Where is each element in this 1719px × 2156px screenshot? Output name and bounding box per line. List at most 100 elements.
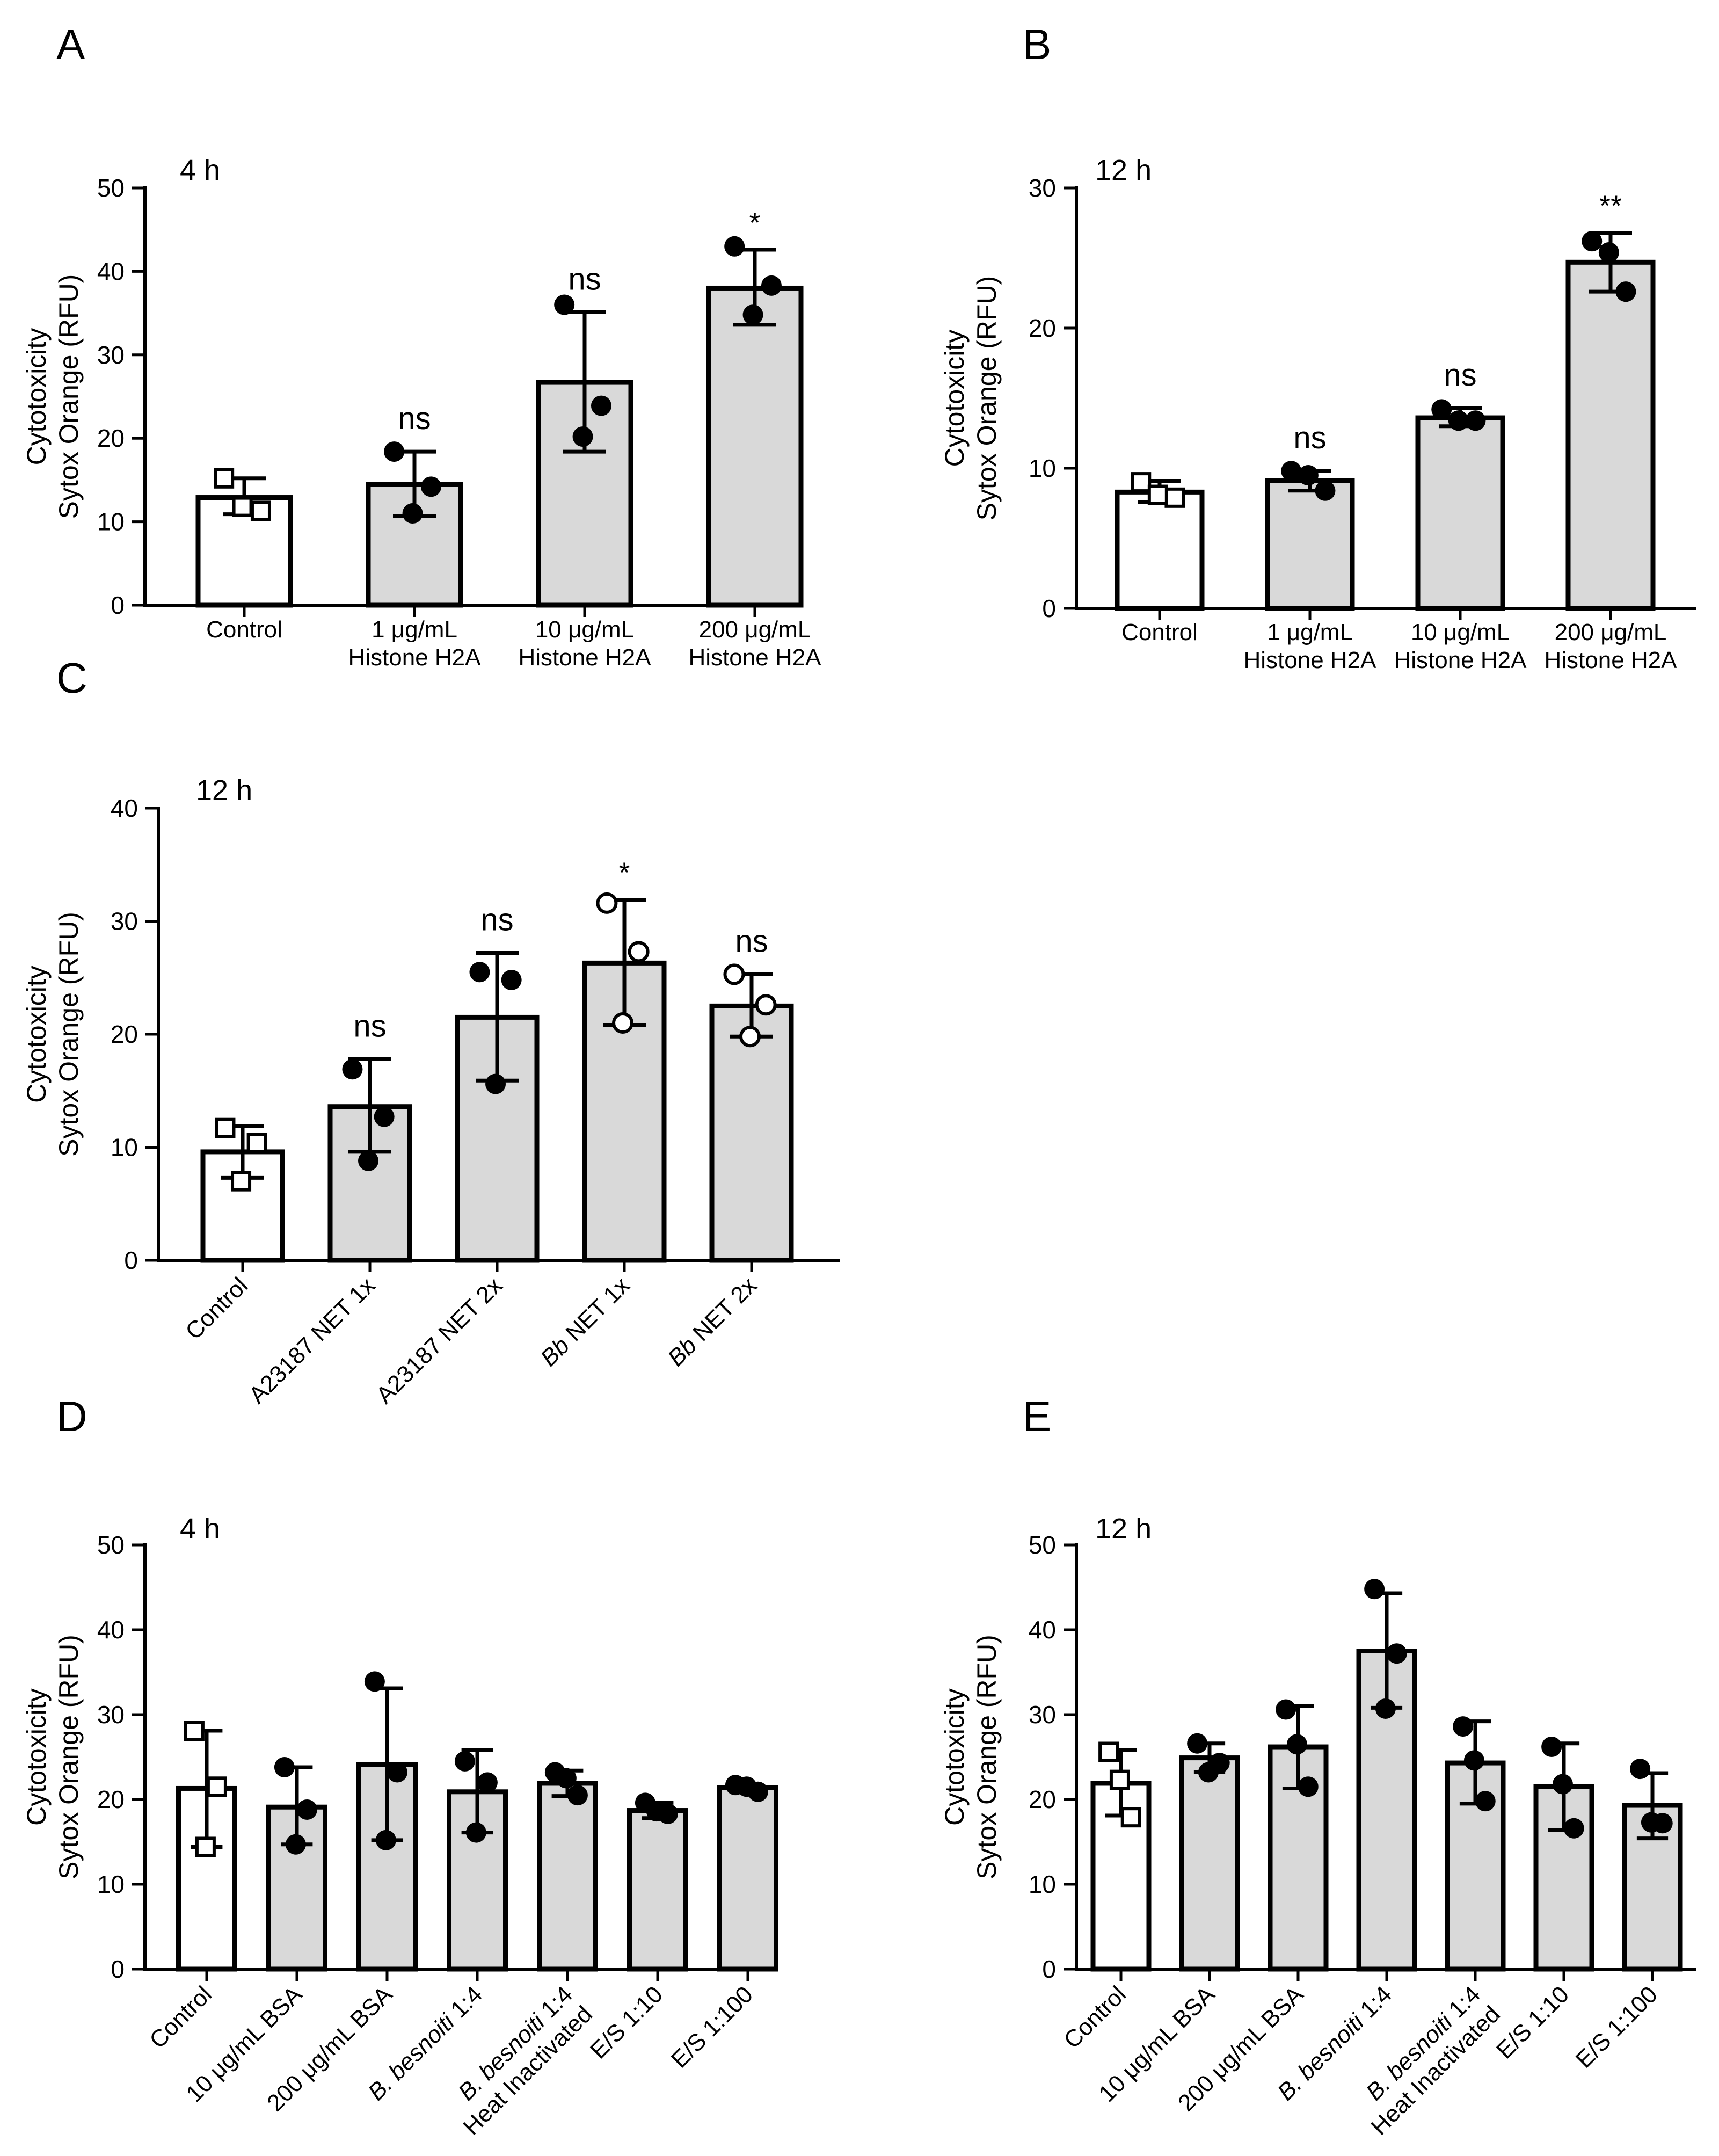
y-tick-label: 20	[97, 424, 125, 452]
y-tick-label: 20	[97, 1785, 125, 1813]
panel-label: D	[56, 1392, 88, 1440]
x-tick-label: Histone H2A	[518, 644, 651, 671]
y-tick-label: 10	[1029, 454, 1056, 482]
data-point	[342, 1059, 363, 1080]
data-point	[1563, 1818, 1584, 1839]
bar	[582, 960, 667, 1263]
x-tick-label: E/S 1:100	[1571, 1981, 1663, 2073]
significance-label: ns	[1293, 420, 1326, 455]
data-point	[469, 962, 490, 983]
y-tick-label: 20	[1029, 314, 1056, 342]
data-point	[1463, 1750, 1484, 1771]
bar	[627, 1808, 688, 1972]
data-point	[739, 1026, 761, 1048]
data-point	[375, 1830, 396, 1850]
y-tick-label: 30	[1029, 1701, 1056, 1729]
y-axis-label-line2: Sytox Orange (RFU)	[54, 1635, 84, 1879]
y-tick-label: 30	[111, 908, 138, 935]
x-tick-label-italic: B. besnoiti	[1272, 2008, 1370, 2106]
y-tick-label: 10	[111, 1134, 138, 1162]
data-point	[1431, 399, 1452, 420]
x-tick-label: Histone H2A	[1394, 647, 1527, 673]
y-tick-label: 50	[97, 1531, 125, 1559]
data-point	[1298, 465, 1319, 486]
data-point	[1281, 461, 1302, 482]
data-point	[420, 476, 441, 497]
data-point	[1598, 242, 1619, 263]
data-point	[485, 1073, 506, 1094]
data-point	[1465, 410, 1486, 431]
data-point	[285, 1834, 306, 1855]
data-point	[374, 1106, 395, 1127]
significance-label: ns	[1444, 358, 1476, 393]
data-point	[206, 1776, 227, 1797]
data-point	[1120, 1807, 1141, 1828]
data-point	[1641, 1812, 1662, 1833]
y-tick-label: 40	[1029, 1616, 1056, 1644]
y-tick-label: 10	[97, 508, 125, 536]
bar	[1415, 415, 1505, 611]
y-tick-label: 0	[1042, 1955, 1056, 1983]
x-tick-label: 10 μg/mL	[535, 616, 634, 643]
x-tick-label: Bb NET 2x	[663, 1272, 762, 1371]
panel-label: B	[1023, 20, 1051, 68]
panel-label: E	[1023, 1392, 1051, 1440]
chart-title: 12 h	[1095, 154, 1152, 186]
chart-panel-c: C 12 h Cytotoxicity Sytox Orange (RFU) 0 10 20…	[21, 654, 840, 1409]
data-point	[1364, 1579, 1385, 1600]
bar	[717, 1785, 778, 1972]
x-tick-label: Histone H2A	[688, 644, 821, 671]
significance-label: *	[749, 207, 760, 239]
panel-label: C	[56, 654, 88, 702]
y-axis-label-line1: Cytotoxicity	[21, 966, 52, 1103]
data-point	[1164, 487, 1185, 508]
y-axis-label-line2: Sytox Orange (RFU)	[54, 912, 84, 1157]
data-point	[231, 1171, 252, 1192]
data-point	[215, 1117, 236, 1138]
significance-label: ns	[735, 924, 768, 959]
x-tick-label: Control	[144, 1981, 217, 2053]
y-tick-label: 20	[111, 1020, 138, 1048]
y-tick-label: 10	[97, 1870, 125, 1898]
data-point	[364, 1671, 385, 1692]
data-point	[1286, 1734, 1307, 1755]
y-tick-label: 0	[124, 1246, 138, 1274]
x-tick-label: A23187 NET 2x	[371, 1272, 507, 1409]
bar	[1115, 489, 1205, 611]
data-point	[387, 1762, 407, 1783]
x-tick-label: E/S 1:100	[666, 1981, 758, 2073]
data-point	[572, 426, 593, 447]
data-point	[232, 496, 253, 517]
data-point	[1552, 1774, 1573, 1795]
data-point	[477, 1772, 498, 1793]
y-axis-label-line1: Cytotoxicity	[21, 1688, 52, 1826]
x-tick-label: 1 μg/mL	[1267, 619, 1353, 645]
data-point	[612, 1012, 634, 1034]
data-point	[246, 1133, 267, 1153]
significance-label: ns	[568, 262, 601, 297]
data-point	[250, 500, 271, 521]
y-tick-label: 30	[97, 1701, 125, 1729]
y-tick-label: 40	[97, 1616, 125, 1644]
data-point	[454, 1751, 475, 1772]
data-point	[1582, 231, 1603, 252]
chart-title: 12 h	[1095, 1513, 1152, 1545]
bar	[1565, 259, 1656, 611]
x-tick-label: Control	[1059, 1981, 1131, 2053]
data-point	[755, 994, 777, 1016]
data-point	[1147, 484, 1168, 505]
x-tick-label: E/S 1:10	[585, 1981, 668, 2064]
x-tick-label: A23187 NET 1x	[244, 1272, 380, 1409]
y-tick-label: 40	[97, 257, 125, 285]
x-tick-label: Histone H2A	[1544, 647, 1677, 673]
x-tick-label-rest: NET 1x	[556, 1272, 635, 1351]
chart-title: 12 h	[196, 774, 252, 807]
data-point	[723, 963, 745, 985]
significance-label: ns	[480, 902, 513, 937]
data-point	[646, 1801, 667, 1822]
data-point	[554, 294, 575, 315]
significance-label: ns	[353, 1008, 386, 1043]
x-tick-label-rest: NET 2x	[683, 1272, 762, 1351]
y-tick-label: 50	[97, 174, 125, 202]
x-tick-label: Histone H2A	[348, 644, 481, 671]
